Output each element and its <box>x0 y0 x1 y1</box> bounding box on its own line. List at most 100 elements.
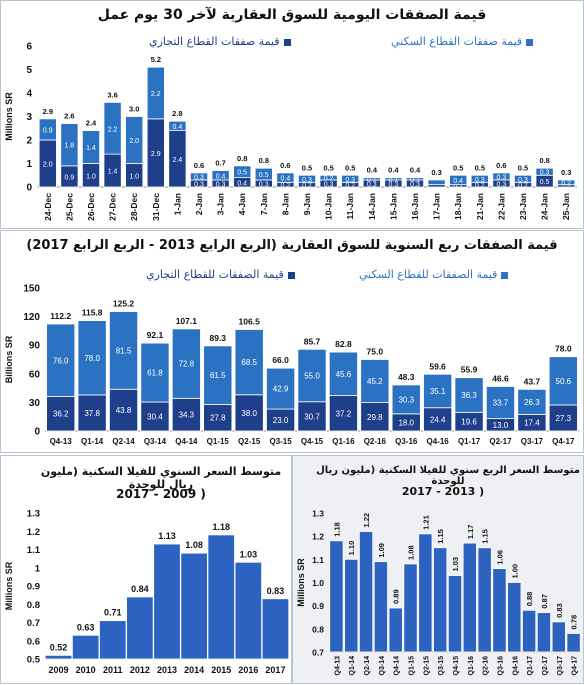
daily-residential-bar <box>362 177 381 181</box>
daily-residential-bar <box>189 172 209 181</box>
daily-residential-bar <box>81 130 101 164</box>
quarterly-villa-value-label: 1.06 <box>495 550 504 565</box>
quarterly-legend-commercial: قيمة الصفقات للقطاع التجاري <box>146 268 295 281</box>
quarterly-total-label: 59.6 <box>429 361 446 371</box>
quarterly-segment-label: 27.8 <box>210 414 226 423</box>
daily-total-label: 0.6 <box>194 161 204 170</box>
quarterly-villa-value-label: 1.00 <box>510 564 519 579</box>
daily-segment-label: 1.0 <box>129 173 139 180</box>
quarterly-residential-bar <box>328 351 358 396</box>
daily-chart-title: قيمة الصفقات اليومية للسوق العقارية لآخر… <box>97 7 487 23</box>
quarterly-x-tick: Q3-14 <box>144 437 167 446</box>
quarterly-villa-value-label: 0.88 <box>525 592 534 607</box>
daily-residential-bar <box>492 172 511 181</box>
quarterly-segment-label: 30.7 <box>304 412 320 421</box>
daily-total-label: 0.3 <box>561 168 571 177</box>
daily-total-label: 0.3 <box>431 168 441 177</box>
quarterly-villa-x-tick: Q4-16 <box>512 656 519 676</box>
daily-segment-label: 2.4 <box>173 157 183 164</box>
quarterly-segment-label: 35.1 <box>430 387 446 396</box>
daily-y-tick: 2 <box>26 136 32 147</box>
daily-residential-bar <box>405 177 425 181</box>
annual-villa-x-tick: 2016 <box>238 665 258 675</box>
quarterly-villa-value-label: 1.21 <box>421 515 430 530</box>
daily-segment-label: 0.2 <box>518 183 528 190</box>
quarterly-total-label: 48.3 <box>398 372 415 382</box>
daily-segment-label: 0.1 <box>389 177 399 184</box>
quarterly-villa-bar <box>403 563 418 653</box>
quarterly-residential-bar <box>548 356 578 406</box>
quarterly-total-label: 82.8 <box>335 339 352 349</box>
daily-x-tick: 24-Jan <box>540 193 550 220</box>
daily-x-tick: 25-Dec <box>64 193 74 221</box>
quarterly-commercial-bar <box>77 394 107 432</box>
annual-villa-value-label: 0.63 <box>77 622 95 632</box>
daily-segment-label: 0.5 <box>540 179 550 186</box>
quarterly-villa-price-panel: متوسط السعر الربع سنوي للفيلا السكنية (م… <box>292 455 584 684</box>
quarterly-villa-value-label: 0.83 <box>555 603 564 618</box>
daily-total-label: 0.5 <box>302 163 312 172</box>
quarterly-segment-label: 72.8 <box>179 360 195 369</box>
quarterly-chart-title: قيمة الصفقات ربع السنوية للسوق العقارية … <box>26 238 558 253</box>
annual-villa-bar <box>71 634 100 660</box>
daily-segment-label: 0.3 <box>475 177 485 184</box>
daily-segment-label: 0.4 <box>216 173 226 180</box>
quarterly-villa-y-tick: 0.7 <box>312 648 324 658</box>
quarterly-x-tick: Q4-14 <box>175 437 198 446</box>
quarterly-segment-label: 38.0 <box>241 409 257 418</box>
quarterly-total-label: 106.5 <box>239 316 261 326</box>
quarterly-y-tick: 60 <box>29 369 41 380</box>
commercial-swatch-icon <box>287 271 295 279</box>
quarterly-villa-bar <box>462 542 477 653</box>
daily-x-tick: 4-Jan <box>237 193 247 215</box>
daily-legend-residential-label: قيمة صفقات القطاع السكني <box>391 35 523 48</box>
quarterly-villa-x-tick: Q4-13 <box>334 656 341 676</box>
daily-x-tick: 17-Jan <box>432 193 442 220</box>
daily-residential-bar <box>146 66 165 120</box>
quarterly-y-axis-label: Billions SR <box>4 335 14 383</box>
daily-total-label: 0.6 <box>280 161 290 170</box>
annual-villa-bar <box>234 561 263 660</box>
quarterly-total-label: 55.9 <box>461 365 478 375</box>
quarterly-residential-bar <box>46 323 76 397</box>
quarterly-segment-label: 30.3 <box>398 395 414 404</box>
quarterly-x-tick: Q2-17 <box>489 437 512 446</box>
annual-villa-value-label: 0.71 <box>104 608 122 618</box>
quarterly-residential-bar <box>423 373 453 409</box>
daily-segment-label: 0.3 <box>259 181 269 188</box>
quarterly-villa-x-tick: Q2-16 <box>483 656 490 676</box>
quarterly-villa-title-line1: متوسط السعر الربع سنوي للفيلا السكنية (م… <box>316 465 580 487</box>
quarterly-commercial-bar <box>548 404 578 432</box>
quarterly-villa-bar <box>477 547 492 653</box>
quarterly-segment-label: 17.4 <box>524 419 540 428</box>
quarterly-villa-y-tick: 1.2 <box>312 532 324 542</box>
daily-residential-bar <box>60 123 79 167</box>
quarterly-villa-y-tick: 0.8 <box>312 624 324 634</box>
daily-residential-bar <box>449 174 468 186</box>
annual-villa-bar <box>261 598 290 660</box>
quarterly-villa-x-tick: Q3-16 <box>497 656 504 676</box>
daily-segment-label: 0.3 <box>194 181 204 188</box>
quarterly-residential-bar <box>485 386 516 420</box>
quarterly-total-label: 107.1 <box>176 316 198 326</box>
daily-segment-label: 0.3 <box>216 181 226 188</box>
annual-villa-y-tick: 1.1 <box>27 545 41 556</box>
quarterly-segment-label: 27.3 <box>556 414 572 423</box>
daily-residential-bar <box>384 177 403 181</box>
daily-x-tick: 27-Dec <box>108 193 118 221</box>
annual-villa-value-label: 1.08 <box>185 540 203 550</box>
quarterly-villa-bar <box>551 621 566 653</box>
quarterly-residential-bar <box>517 388 547 415</box>
quarterly-segment-label: 33.7 <box>493 399 509 408</box>
quarterly-total-label: 66.0 <box>272 355 289 365</box>
daily-y-tick: 5 <box>26 65 32 76</box>
quarterly-commercial-bar <box>171 397 201 432</box>
quarterly-villa-x-tick: Q3-15 <box>438 656 445 676</box>
daily-residential-bar <box>103 102 122 155</box>
daily-residential-bar <box>470 174 489 183</box>
quarterly-villa-x-tick: Q3-17 <box>557 656 564 676</box>
daily-segment-label: 0.3 <box>518 177 528 184</box>
quarterly-segment-label: 34.3 <box>179 411 195 420</box>
daily-x-tick: 24-Dec <box>43 193 53 221</box>
daily-x-tick: 26-Dec <box>86 193 96 221</box>
